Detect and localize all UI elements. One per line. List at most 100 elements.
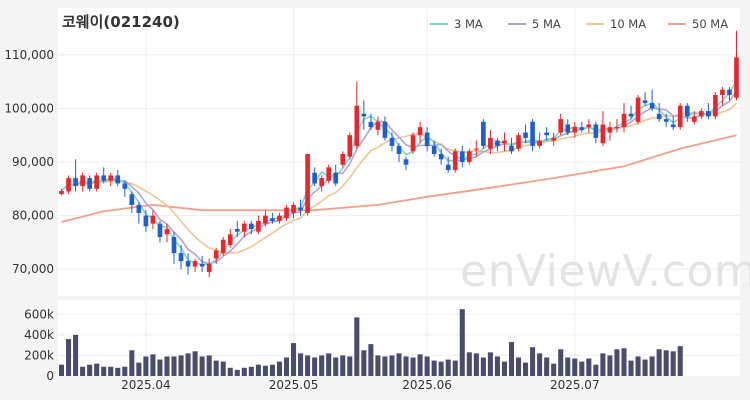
candle-body [234,229,240,232]
candle-body [340,153,346,165]
volume-bar [354,317,360,376]
candle-body [354,105,360,146]
candle-body [424,132,430,146]
candle-body [298,207,303,211]
volume-bar [220,361,226,376]
volume-bar [108,366,114,376]
candle-body [361,113,367,117]
candle-body [227,234,233,246]
price-tick-label: 100,000 [4,101,54,115]
volume-bar [656,349,662,376]
volume-bar [628,360,634,376]
candle-body [284,207,289,219]
candle-body [565,124,571,133]
volume-bar [558,349,564,376]
volume-bar [473,353,479,376]
volume-bar [227,367,233,376]
candle-body [649,103,655,109]
volume-bar [87,364,93,376]
candle-body [691,116,697,122]
price-tick-label: 80,000 [12,209,54,223]
candle-body [220,239,226,254]
candle-body [417,127,423,136]
ma50-line [61,134,737,223]
candle-body [663,119,669,122]
candle-body [277,215,282,221]
candle-body [677,105,683,128]
candle-body [192,261,198,267]
candle-body [523,132,528,138]
candle-body [474,148,479,150]
candle-body [305,153,310,213]
candle-body [59,190,64,195]
candle-body [157,223,163,238]
candle-body [291,204,296,213]
volume-bar [305,355,311,376]
volume-bar [150,354,156,376]
volume-bar [530,347,536,376]
candle-body [727,89,732,95]
volume-bar [424,356,430,376]
candle-body [312,172,317,184]
volume-tick-label: 200k [24,348,54,362]
volume-bar [635,356,641,376]
candle-body [410,135,416,152]
volume-tick-label: 400k [24,328,54,342]
x-tick-label: 2025.05 [269,378,319,392]
price-tick-label: 70,000 [12,262,54,276]
candle-body [509,145,514,152]
candle-body [459,151,465,162]
candle-body [171,237,177,254]
volume-bar [452,360,458,376]
candle-body [375,121,381,130]
candle-body [628,113,634,117]
volume-bar [551,363,557,376]
volume-bar [58,364,65,376]
legend-label: 5 MA [532,17,561,31]
volume-bar [283,357,290,376]
volume-bar [417,354,423,376]
volume-bar [565,357,571,376]
price-tick-label: 90,000 [12,155,54,169]
volume-bar [157,359,163,376]
watermark: enViewV.com [460,246,750,297]
volume-bar [663,350,669,376]
candle-body [122,183,128,189]
volume-bar [431,360,437,376]
candle-body [593,124,599,138]
volume-bar [298,353,304,376]
volume-bar [572,358,578,376]
volume-bar [368,344,374,376]
candle-body [537,140,542,146]
candle-body [684,105,690,117]
volume-bar [487,352,493,376]
volume-bar [122,366,128,376]
volume-bar [494,356,500,376]
candle-body [403,159,409,165]
candle-body [600,124,606,144]
volume-bar [537,353,543,376]
volume-bar [403,356,409,376]
volume-bar [333,357,339,376]
candle-body [706,111,711,117]
candle-body [241,223,247,232]
candle-body [249,223,254,229]
volume-bar [523,362,529,376]
volume-bar [248,366,254,376]
candle-body [495,140,500,146]
volume-bar [94,363,100,376]
volume-bar [199,356,205,376]
legend-label: 3 MA [454,17,483,31]
volume-bar [466,352,472,376]
candle-body [185,261,191,267]
volume-bar [234,369,240,376]
candle-body [263,215,268,224]
candle-body [136,204,142,213]
candle-body [734,57,739,98]
candle-body [544,132,549,136]
volume-bar [185,353,191,376]
legend-label: 50 MA [692,17,728,31]
candle-body [621,113,627,128]
candle-body [699,111,704,117]
volume-bar [291,343,297,376]
